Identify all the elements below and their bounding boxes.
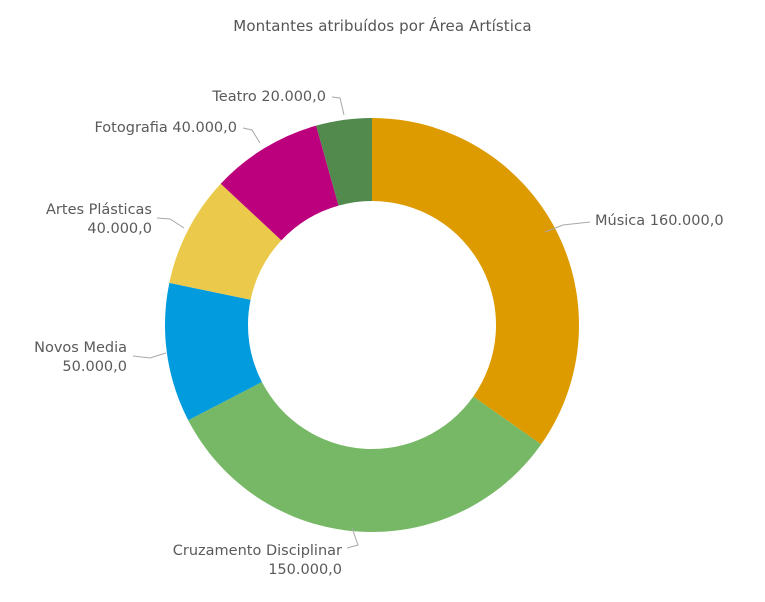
slice-fotografia[interactable] xyxy=(220,125,339,241)
slice-cruzamento-disciplinar[interactable] xyxy=(188,382,542,532)
data-label-name-cruzamento-disciplinar: Cruzamento Disciplinar xyxy=(173,543,342,559)
chart-title: Montantes atribuídos por Área Artística xyxy=(233,17,532,35)
slice-artes-plasticas[interactable] xyxy=(169,183,282,300)
data-label-value-artes-plasticas: 40.000,0 xyxy=(87,221,152,237)
data-label-name-novos-media: Novos Media xyxy=(34,340,127,356)
slice-musica[interactable] xyxy=(372,118,579,445)
data-label-value-novos-media: 50.000,0 xyxy=(62,359,127,375)
slice-novos-media[interactable] xyxy=(165,282,262,421)
leader-line xyxy=(156,217,185,229)
data-label-value-cruzamento-disciplinar: 150.000,0 xyxy=(268,562,342,578)
slice-teatro[interactable] xyxy=(316,118,372,206)
data-label-musica: Música 160.000,0 xyxy=(595,213,724,229)
data-label-teatro: Teatro 20.000,0 xyxy=(211,89,326,105)
leader-line xyxy=(544,221,591,233)
leader-line xyxy=(331,96,345,116)
data-label-fotografia: Fotografia 40.000,0 xyxy=(94,120,237,136)
data-label-name-artes-plasticas: Artes Plásticas xyxy=(46,202,152,218)
leader-line xyxy=(242,127,261,144)
leader-line xyxy=(346,527,359,549)
leader-line xyxy=(132,352,167,359)
